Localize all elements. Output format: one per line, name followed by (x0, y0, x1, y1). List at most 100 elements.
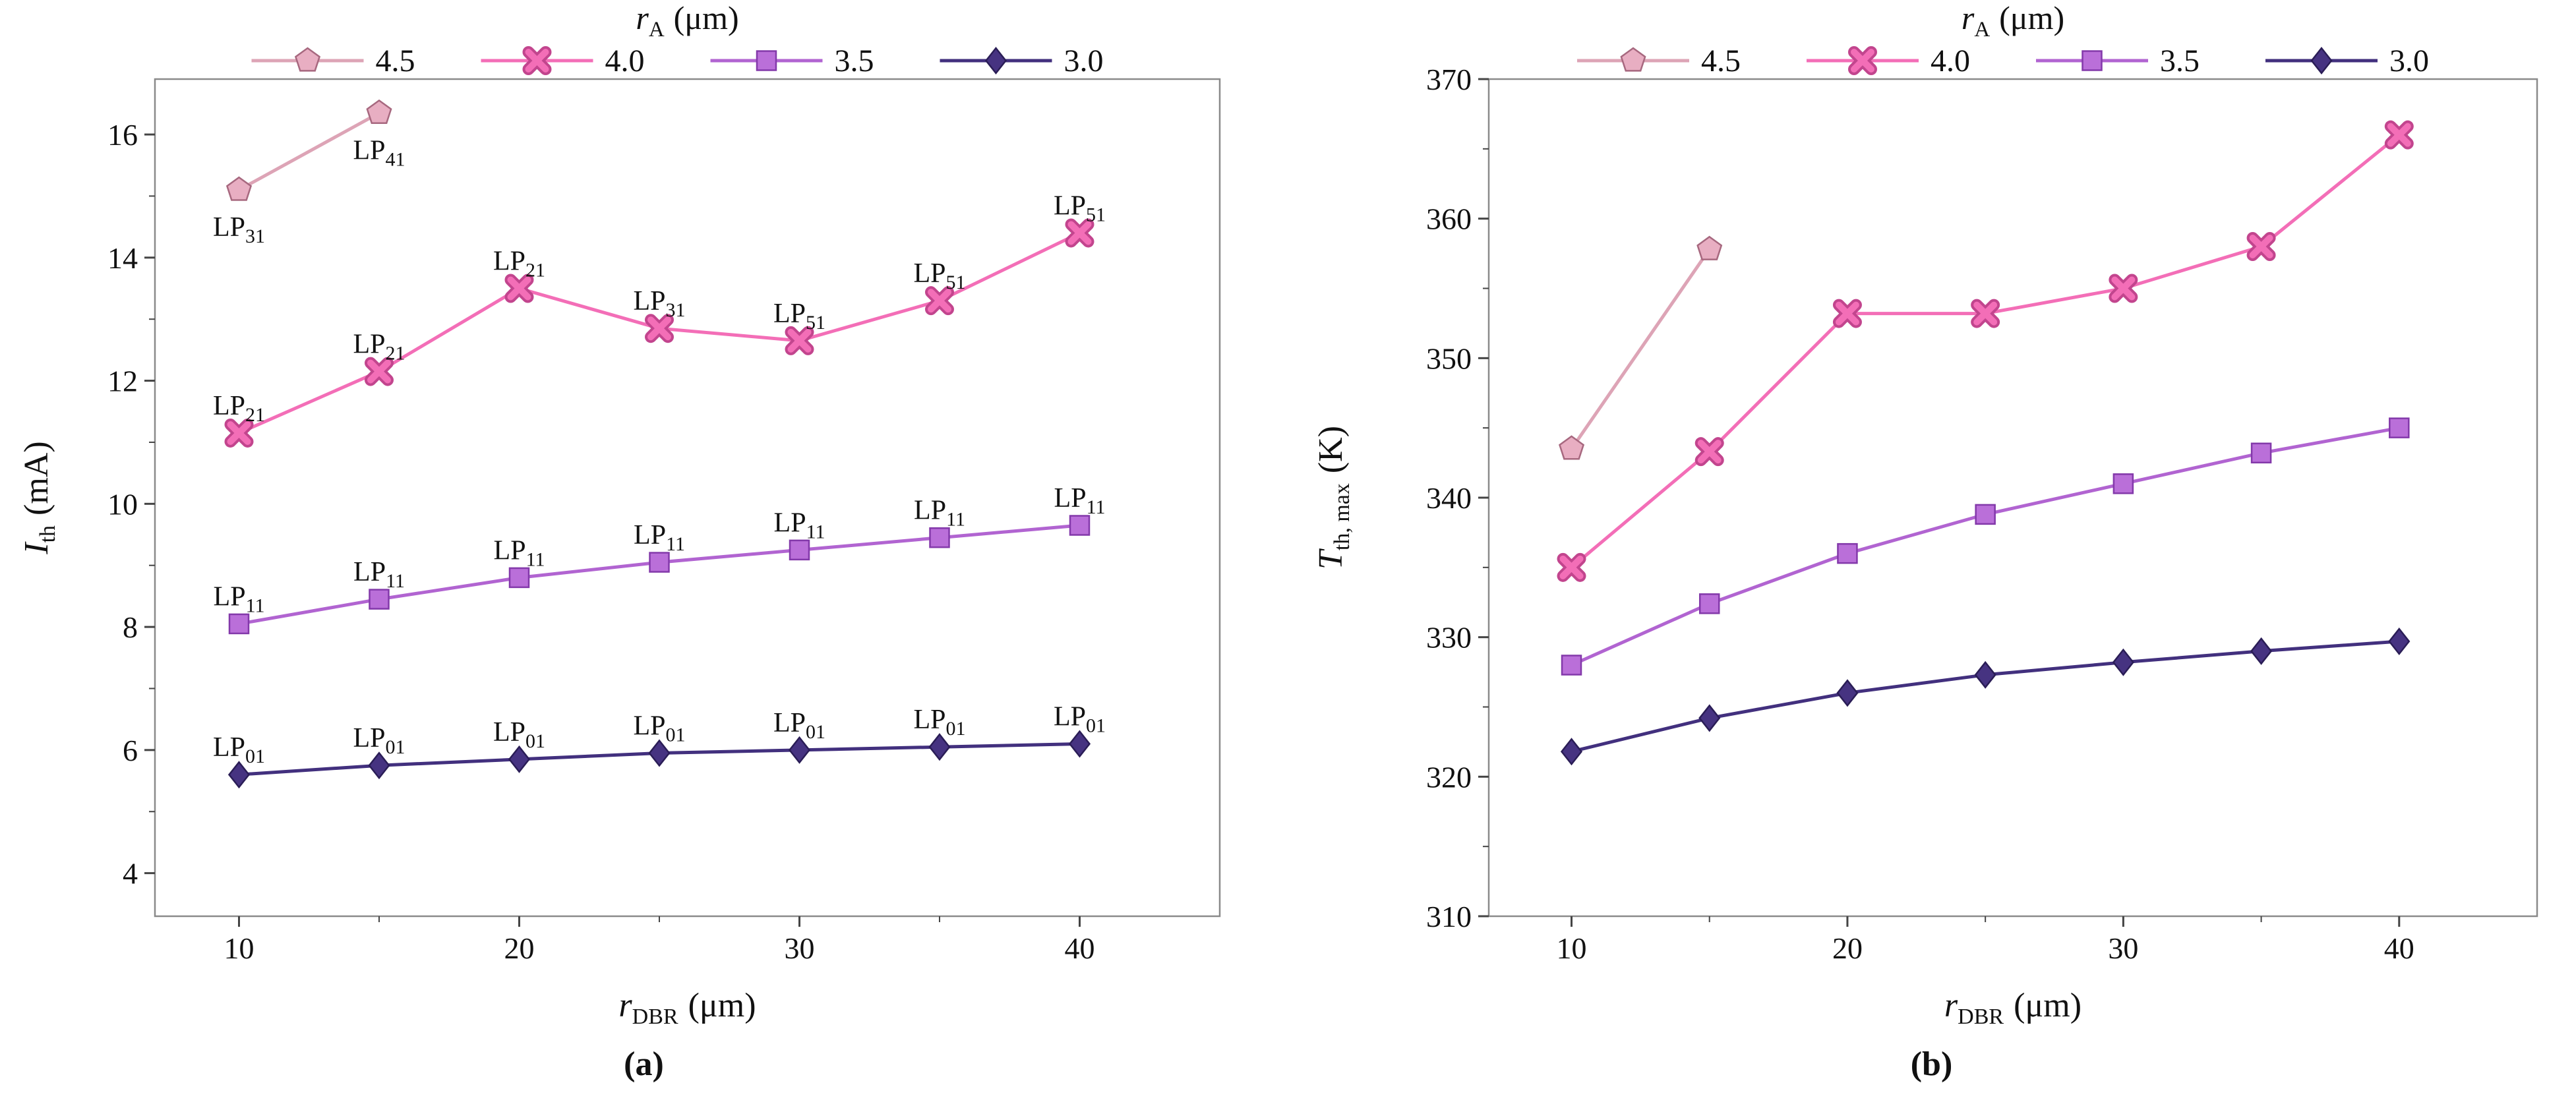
marker-diamond (1560, 738, 1583, 766)
marker-diamond (788, 736, 811, 764)
marker-x-cross-inner (525, 49, 549, 73)
x-tick-label: 10 (1557, 931, 1587, 965)
point-label-LP51: LP51 (773, 299, 825, 334)
x-tick-label: 20 (1832, 931, 1863, 965)
point-label-LP01: LP01 (213, 732, 265, 767)
series-line-4.0 (1570, 133, 2401, 569)
caption-b: (b) (1910, 1045, 1953, 1083)
marker-x-cross-inner (1835, 301, 1859, 326)
x-tick-label: 20 (504, 931, 535, 965)
marker-square (369, 589, 390, 610)
legend-title: rA (μm) (636, 0, 738, 42)
marker-x-cross-inner (367, 359, 391, 384)
marker-square (228, 613, 250, 635)
y-tick-label: 350 (1426, 341, 1472, 375)
point-label-LP21: LP21 (353, 330, 405, 365)
point-label-LP51: LP51 (913, 258, 965, 293)
point-label-LP11: LP11 (1054, 483, 1106, 518)
y-tick-label: 310 (1426, 900, 1472, 933)
marker-square (508, 567, 530, 589)
plot-frame (154, 78, 1221, 918)
marker-x-cross-inner (2249, 235, 2273, 258)
legend-label-4.5: 4.5 (376, 44, 415, 78)
x-axis-label: rDBR (μm) (618, 987, 756, 1029)
marker-pentagon (366, 99, 392, 124)
marker-diamond (984, 46, 1007, 75)
y-tick-label: 8 (123, 610, 138, 644)
y-axis-label: Ith(mA) (18, 441, 60, 554)
marker-square (649, 552, 670, 573)
marker-x-cross-inner (1973, 301, 1998, 326)
marker-diamond (2112, 648, 2134, 676)
point-label-LP01: LP01 (1054, 702, 1106, 737)
marker-square (756, 50, 777, 71)
marker-square (789, 539, 810, 561)
marker-square (1069, 515, 1091, 536)
marker-square (2389, 417, 2410, 438)
point-label-LP41: LP41 (353, 135, 405, 170)
point-label-LP01: LP01 (773, 708, 825, 743)
legend-label-4.0: 4.0 (605, 44, 645, 78)
x-tick-label: 30 (785, 931, 815, 965)
max-temperature-chart: 10 20 30 40 310 320 330 340 350 360 370 rDBR (μm) Tth… (1312, 0, 2538, 1029)
marker-x-cross-inner (1559, 555, 1584, 579)
marker-square (1975, 504, 1996, 525)
x-tick-label: 10 (224, 931, 255, 965)
x-tick-label: 30 (2108, 931, 2138, 965)
marker-square (2112, 473, 2134, 494)
marker-diamond (2388, 627, 2411, 656)
threshold-current-chart: 10 20 30 40 4 6 8 10 12 14 16 rDBR (μm) Ith(mA) LP31 LP… (18, 0, 1221, 1029)
marker-x-cross-inner (1851, 49, 1874, 73)
y-tick-label: 360 (1426, 202, 1472, 236)
legend-label-4.0: 4.0 (1931, 44, 1970, 78)
point-label-LP21: LP21 (493, 247, 545, 281)
point-label-LP31: LP31 (633, 286, 685, 321)
y-tick-label: 14 (107, 241, 138, 275)
y-tick-label: 6 (123, 734, 138, 767)
point-label-LP11: LP11 (353, 557, 405, 592)
y-axis-label: Tth, max(K) (1312, 426, 1354, 570)
x-tick-label: 40 (1065, 931, 1095, 965)
y-tick-label: 320 (1426, 760, 1472, 794)
y-tick-label: 340 (1426, 481, 1472, 515)
legend-label-3.5: 3.5 (835, 44, 874, 78)
marker-x-cross-inner (1697, 440, 1722, 464)
marker-diamond (227, 761, 251, 789)
chart-panel-b: 10 20 30 40 310 320 330 340 350 360 370 rDBR (μm) Tth… (1288, 0, 2575, 1112)
marker-square (1837, 542, 1858, 564)
legend-label-3.5: 3.5 (2160, 44, 2200, 78)
marker-diamond (648, 739, 671, 767)
legend-label-4.5: 4.5 (1701, 44, 1741, 78)
marker-diamond (1698, 704, 1721, 732)
series-line-4.5 (238, 111, 380, 192)
point-label-LP01: LP01 (913, 705, 965, 740)
marker-x-cross-inner (647, 316, 671, 341)
marker-diamond (928, 733, 951, 761)
x-tick-label: 40 (2384, 931, 2414, 965)
legend-label-3.0: 3.0 (1064, 44, 1104, 78)
marker-x-cross-inner (1067, 221, 1092, 245)
y-tick-label: 10 (107, 487, 138, 521)
chart-panel-a: 10 20 30 40 4 6 8 10 12 14 16 rDBR (μm) Ith(mA) LP31 LP… (18, 0, 1221, 1083)
y-tick-label: 16 (107, 118, 138, 152)
y-tick-label: 330 (1426, 621, 1472, 655)
point-label-LP31: LP31 (213, 212, 265, 247)
legend-label-3.0: 3.0 (2389, 44, 2429, 78)
point-label-LP11: LP11 (214, 581, 265, 616)
plot-frame (1487, 78, 2538, 918)
marker-diamond (368, 751, 390, 780)
point-label-LP11: LP11 (634, 520, 685, 555)
marker-diamond (2310, 46, 2333, 75)
caption-a: (a) (624, 1045, 664, 1083)
marker-square (2250, 442, 2272, 464)
legend-title: rA (μm) (1962, 0, 2064, 42)
marker-pentagon (1696, 235, 1723, 260)
point-label-LP51: LP51 (1054, 190, 1106, 225)
point-label-LP11: LP11 (494, 535, 545, 570)
marker-square (1698, 593, 1720, 614)
marker-diamond (1836, 679, 1859, 707)
marker-x-cross-inner (227, 421, 251, 445)
marker-diamond (2250, 637, 2273, 665)
x-axis-label: rDBR (μm) (1944, 987, 2082, 1029)
